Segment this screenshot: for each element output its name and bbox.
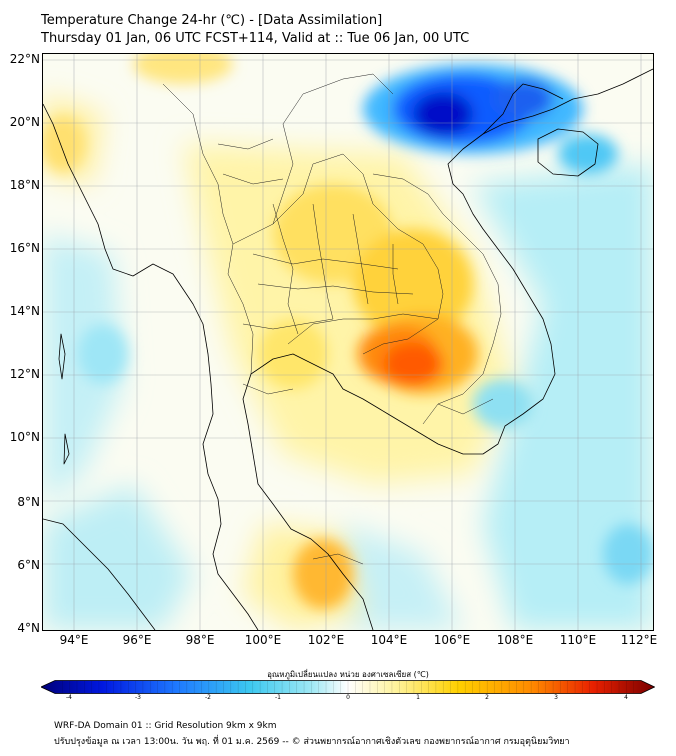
- lat-label-16: 16°N: [9, 241, 40, 255]
- lat-label-12: 12°N: [9, 367, 40, 381]
- lon-label-96: 96°E: [122, 633, 152, 647]
- lat-label-20: 20°N: [9, 115, 40, 129]
- lat-label-14: 14°N: [9, 304, 40, 318]
- lat-label-10: 10°N: [9, 430, 40, 444]
- lon-label-112: 112°E: [620, 633, 658, 647]
- lat-label-22: 22°N: [9, 52, 40, 66]
- cold-patch-hainan: [558, 134, 618, 174]
- lon-label-102: 102°E: [307, 633, 345, 647]
- province-boundaries: [162, 73, 502, 565]
- map-title: Temperature Change 24-hr (℃) - [Data Ass…: [41, 13, 383, 28]
- lon-label-94: 94°E: [59, 633, 89, 647]
- colorbar-body: [41, 680, 655, 694]
- coastlines: [43, 68, 653, 630]
- colorbar-tick: -3: [135, 694, 141, 701]
- lon-label-100: 100°E: [244, 633, 282, 647]
- lon-label-110: 110°E: [559, 633, 597, 647]
- colorbar: [41, 680, 655, 694]
- warm-patch-malaysia: [293, 539, 353, 609]
- colorbar-tick: 2: [485, 694, 489, 701]
- graticule: [43, 54, 653, 630]
- colorbar-tick: -2: [205, 694, 211, 701]
- colorbar-tick: 1: [416, 694, 420, 701]
- lat-label-8: 8°N: [17, 495, 40, 509]
- map-panel: [42, 53, 654, 631]
- lon-label-108: 108°E: [496, 633, 534, 647]
- lat-label-4: 4°N: [17, 621, 40, 635]
- footer-domain-info: WRF-DA Domain 01 :: Grid Resolution 9km …: [54, 721, 277, 731]
- footer-credit: ปรับปรุงข้อมูล ณ เวลา 13:00น. วัน พฤ. ที…: [54, 737, 570, 747]
- map-canvas: [43, 54, 653, 630]
- lat-label-18: 18°N: [9, 178, 40, 192]
- colorbar-tick: 3: [554, 694, 558, 701]
- lon-label-104: 104°E: [370, 633, 408, 647]
- colorbar-tick: -4: [66, 694, 72, 701]
- map-subtitle: Thursday 01 Jan, 06 UTC FCST+114, Valid …: [41, 31, 470, 46]
- colorbar-tick: -1: [275, 694, 281, 701]
- lon-label-98: 98°E: [185, 633, 215, 647]
- colorbar-tick: 4: [624, 694, 628, 701]
- colorbar-tick: 0: [346, 694, 350, 701]
- colorbar-title: อุณหภูมิเปลี่ยนแปลง หน่วย องศาเซลเซียส (…: [267, 670, 429, 679]
- lon-label-106: 106°E: [433, 633, 471, 647]
- lat-label-6: 6°N: [17, 558, 40, 572]
